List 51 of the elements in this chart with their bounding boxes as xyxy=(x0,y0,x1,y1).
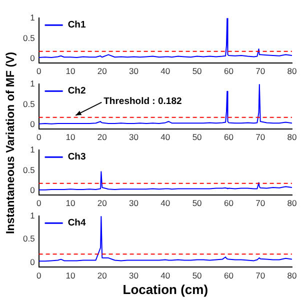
legend-label: Ch4 xyxy=(68,218,86,229)
x-tick-label: 20 xyxy=(97,270,108,281)
x-tick-label: 30 xyxy=(129,270,139,281)
x-tick-label: 80 xyxy=(287,198,297,208)
x-tick-label: 20 xyxy=(97,66,108,76)
x-tick-label: 70 xyxy=(256,270,266,281)
legend-label: Ch2 xyxy=(68,86,86,97)
x-tick-label: 80 xyxy=(287,270,297,281)
x-tick-label: 10 xyxy=(66,132,76,142)
y-axis-title: Instantaneous Variation of MF (V) xyxy=(5,52,18,234)
annotation: Threshold : 0.182 xyxy=(104,96,182,107)
x-tick-label: 70 xyxy=(256,198,266,208)
x-tick-label: 40 xyxy=(160,132,170,142)
y-tick-label: 0 xyxy=(30,256,36,267)
x-tick-label: 20 xyxy=(97,198,108,208)
x-tick-label: 60 xyxy=(224,198,234,208)
x-tick-label: 80 xyxy=(287,66,297,76)
x-tick-label: 30 xyxy=(129,132,139,142)
x-tick-label: 40 xyxy=(160,270,170,281)
x-axis-title: Location (cm) xyxy=(122,282,208,297)
x-tick-label: 60 xyxy=(224,270,234,281)
x-tick-label: 50 xyxy=(192,198,202,208)
x-tick-label: 10 xyxy=(66,270,76,281)
x-tick-label: 30 xyxy=(129,66,139,76)
x-tick-label: 70 xyxy=(256,132,266,142)
x-tick-label: 40 xyxy=(160,66,170,76)
y-tick-label: 0 xyxy=(30,119,36,130)
x-tick-label: 60 xyxy=(224,66,234,76)
x-tick-label: 50 xyxy=(192,66,202,76)
x-tick-label: 10 xyxy=(66,66,76,76)
y-tick-label: 0 xyxy=(30,185,36,196)
y-tick-label: 1 xyxy=(30,78,36,88)
x-tick-label: 30 xyxy=(129,198,139,208)
x-tick-label: 50 xyxy=(192,132,202,142)
legend-label: Ch3 xyxy=(68,152,86,163)
y-tick-label: 0.5 xyxy=(22,164,36,175)
x-tick-label: 60 xyxy=(224,132,234,142)
x-tick-label: 20 xyxy=(97,132,108,142)
x-tick-label: 80 xyxy=(287,132,297,142)
legend-label: Ch1 xyxy=(68,20,86,31)
x-tick-label: 40 xyxy=(160,198,170,208)
y-tick-label: 1 xyxy=(30,210,36,220)
y-tick-label: 0 xyxy=(30,53,36,64)
y-tick-label: 0.5 xyxy=(22,234,36,244)
y-tick-label: 0.5 xyxy=(22,98,36,109)
x-tick-label: 10 xyxy=(66,198,76,208)
y-tick-label: 1 xyxy=(30,12,36,22)
x-tick-label: 70 xyxy=(256,66,266,76)
x-tick-label: 50 xyxy=(192,270,202,281)
y-tick-label: 1 xyxy=(30,144,36,154)
y-tick-label: 0.5 xyxy=(22,32,36,43)
